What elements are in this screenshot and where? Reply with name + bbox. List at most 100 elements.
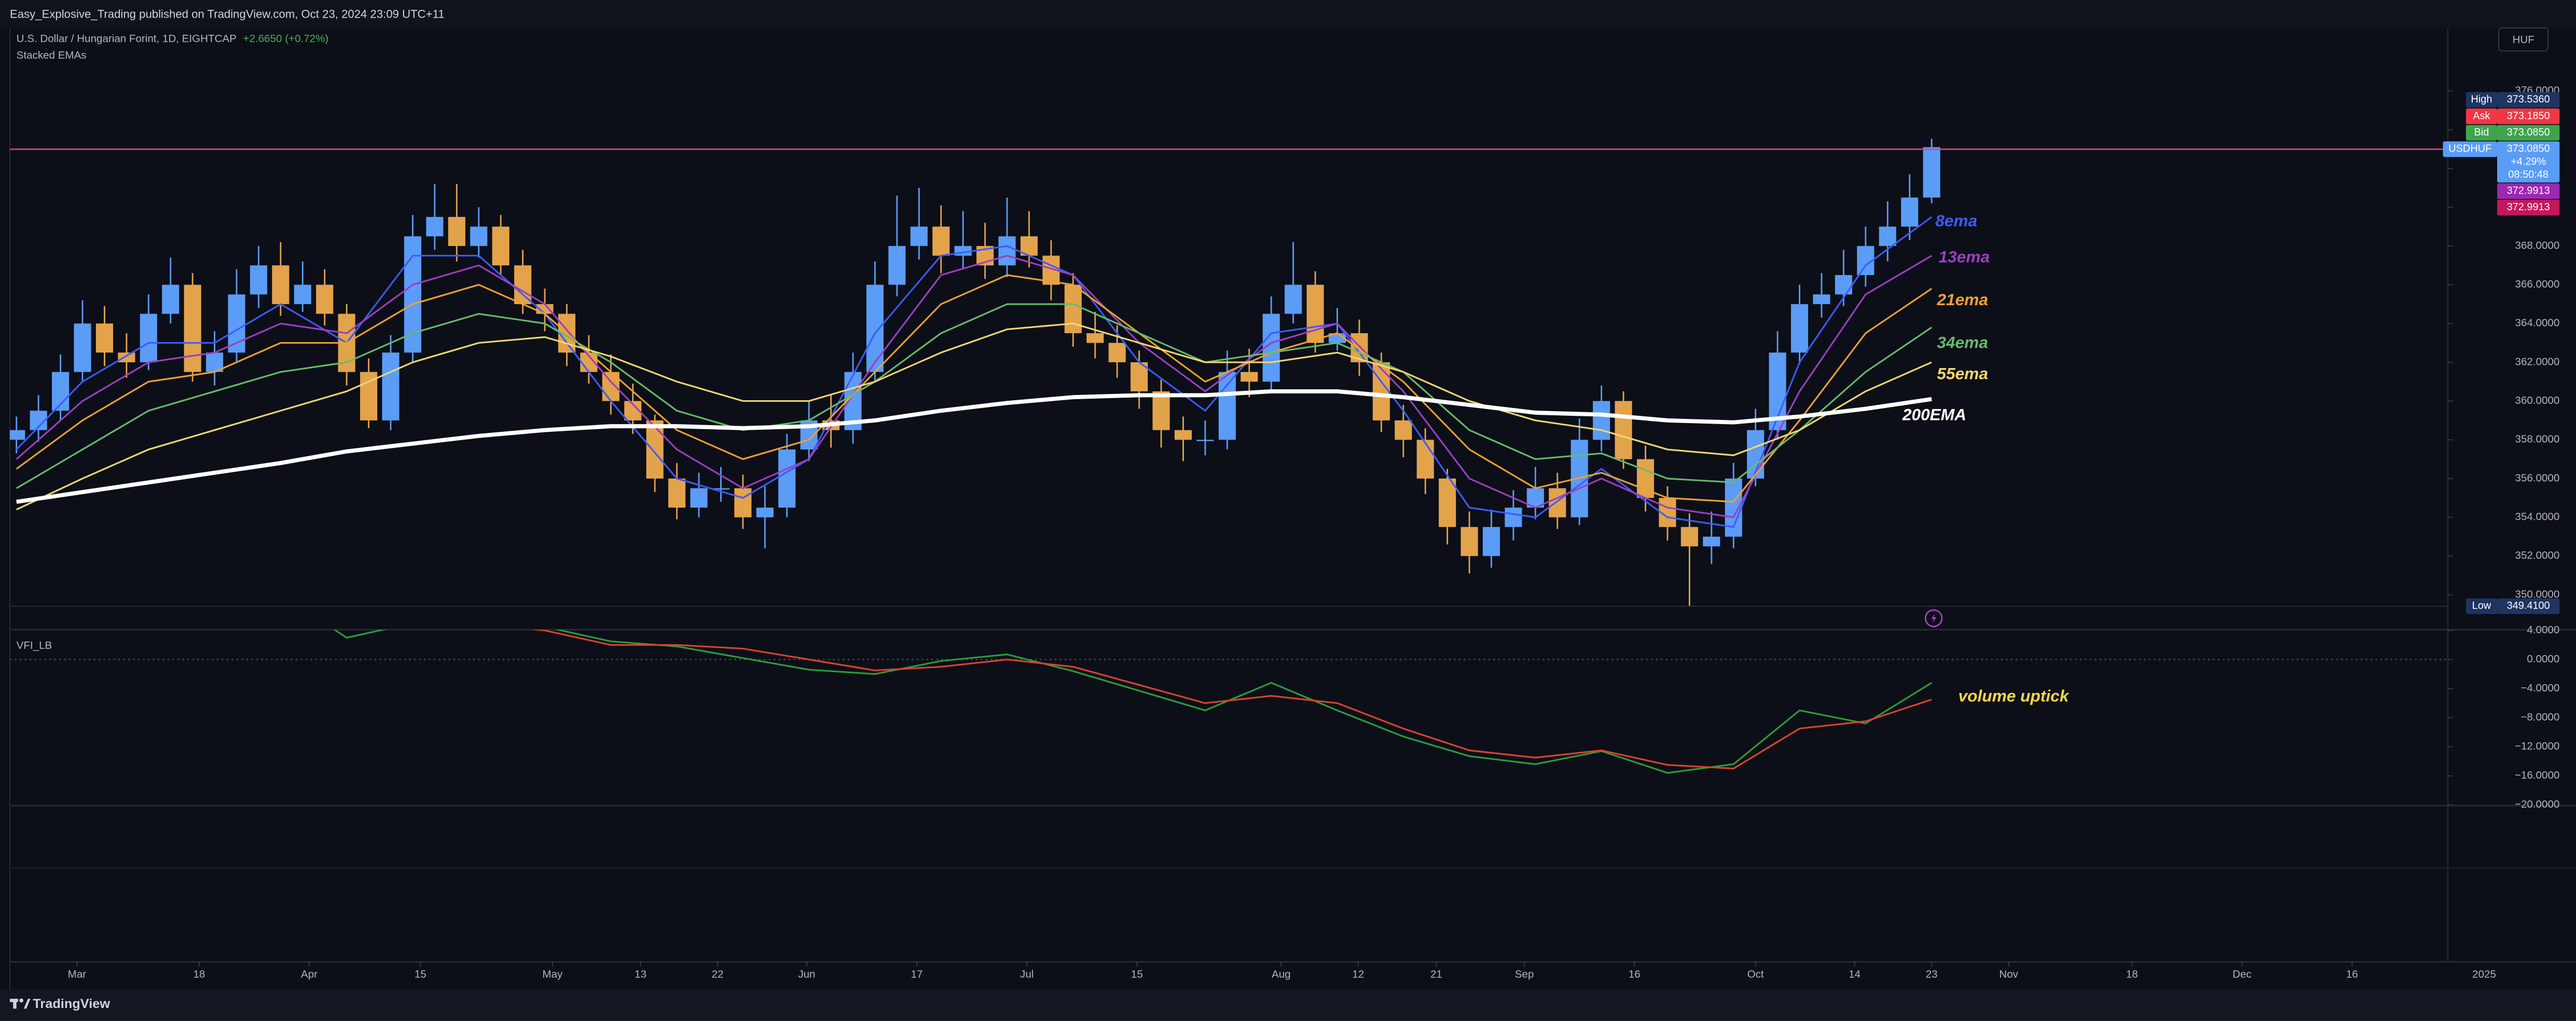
candle-body (95, 323, 113, 353)
x-tick-label: Oct (1747, 969, 1764, 981)
ema-label: 21ema (1936, 290, 1988, 309)
y-tick-label: 366.0000 (2515, 278, 2560, 290)
candle-body (448, 216, 465, 246)
candle-body (1725, 478, 1742, 537)
candle-body (1813, 294, 1830, 304)
y-tick-label: 350.0000 (2515, 588, 2560, 600)
badge-name: Ask (2473, 110, 2490, 121)
candle-body (382, 352, 400, 420)
badge-name-box (2443, 141, 2498, 157)
candle-body (910, 226, 928, 246)
alert-icon[interactable] (1924, 609, 1943, 628)
candle-body (1174, 430, 1192, 440)
candle-body (272, 265, 290, 304)
candle-body (1593, 401, 1610, 440)
candle-body (492, 226, 509, 266)
x-tick-label: 14 (1849, 969, 1861, 981)
candle-body (184, 284, 201, 372)
candle-body (734, 488, 752, 518)
series-line (16, 274, 1932, 503)
currency-label[interactable]: HUF (2513, 34, 2534, 46)
x-tick-label: 18 (193, 969, 205, 981)
x-tick-label: 15 (415, 969, 426, 981)
x-tick-label: 16 (2346, 969, 2358, 981)
y-tick-label: 354.0000 (2515, 511, 2560, 523)
candle-body (1923, 147, 1940, 198)
candle-body (514, 265, 532, 304)
price-badge (2497, 141, 2560, 183)
y-tick-label: 0.0000 (2527, 653, 2559, 665)
vfi-title: VFI_LB (17, 639, 52, 651)
y-tick-label: −8.0000 (2520, 711, 2559, 723)
top-bar (0, 0, 2576, 28)
x-tick-label: Nov (1999, 969, 2018, 981)
y-tick-label: 4.0000 (2527, 624, 2559, 636)
candle-body (690, 488, 708, 508)
candle-body (316, 284, 334, 314)
badge-countdown: 08:50:48 (2508, 169, 2549, 181)
x-tick-label: 17 (911, 969, 923, 981)
candle-body (74, 323, 91, 372)
main-pane (9, 139, 2448, 607)
candle-body (1879, 226, 1896, 246)
price-badge (2497, 183, 2560, 199)
candle-body (1615, 401, 1632, 459)
badge-change: +4.29% (2511, 156, 2546, 167)
candle-body (1306, 284, 1324, 343)
y-tick-label: 358.0000 (2515, 433, 2560, 445)
candle-body (646, 420, 664, 479)
price-badge-label: 373.1850 (2507, 110, 2550, 121)
x-tick-label: Mar (68, 969, 87, 981)
x-tick-label: May (542, 969, 563, 981)
brand: TradingView (33, 997, 110, 1011)
x-tick-label: 2025 (2472, 969, 2496, 981)
vfi-pane (9, 630, 2448, 774)
candle-body (1439, 478, 1456, 527)
y-tick-label: 368.0000 (2515, 239, 2560, 251)
candle-body (1482, 527, 1500, 556)
low-name-box (2465, 598, 2498, 615)
series-line (16, 389, 1932, 504)
x-tick-label: Jun (798, 969, 815, 981)
candle-body (162, 284, 180, 314)
badge-name: Bid (2474, 127, 2489, 138)
ema-label: 13ema (1938, 248, 1990, 266)
candle-body (1703, 536, 1720, 547)
y-tick-label: −4.0000 (2520, 682, 2559, 694)
candle-body (294, 284, 311, 304)
price-badge-label: 372.9913 (2507, 185, 2550, 196)
publisher: Easy_Explosive_Trading published on Trad… (10, 7, 445, 20)
x-tick-label: Sep (1515, 969, 1534, 981)
y-tick-label: −12.0000 (2515, 740, 2559, 752)
x-tick-label: 21 (1430, 969, 1442, 981)
price-badge-label: 373.5360 (2507, 94, 2550, 105)
indicator-title: Stacked EMAs (17, 49, 87, 61)
y-tick-label: 356.0000 (2515, 472, 2560, 484)
candle-body (1901, 197, 1919, 227)
y-tick-label: 360.0000 (2515, 394, 2560, 406)
bottom-bar (0, 989, 2576, 1021)
x-tick-label: 16 (1629, 969, 1641, 981)
annotation: volume uptick (1958, 686, 2069, 705)
overlay: 8ema 13ema 21ema 34ema 55ema 200EMA 350.0000 35… (68, 85, 2560, 981)
x-tick-label: Dec (2233, 969, 2252, 981)
badge-name: High (2471, 94, 2492, 105)
price-badge (2497, 92, 2560, 108)
y-tick-label: 352.0000 (2515, 550, 2560, 562)
candle-body (1285, 284, 1302, 314)
y-tick-label: −16.0000 (2515, 769, 2559, 781)
candle-body (1241, 372, 1258, 382)
currency-button[interactable] (2498, 27, 2549, 52)
x-tick-label: Apr (301, 969, 318, 981)
series-line (16, 254, 1932, 519)
badge-name-box (2465, 125, 2498, 141)
symbol: U.S. Dollar / Hungarian Forint, 1D, EIGH… (17, 33, 237, 45)
candle-body (756, 507, 774, 518)
candle-body (866, 284, 884, 372)
candle-body (1416, 440, 1434, 479)
ema-label: 8ema (1935, 211, 1977, 230)
price-badge-label: 373.0850 (2507, 127, 2550, 138)
price-badge-label: 373.0850 (2507, 143, 2550, 155)
candle-body (1086, 333, 1104, 343)
